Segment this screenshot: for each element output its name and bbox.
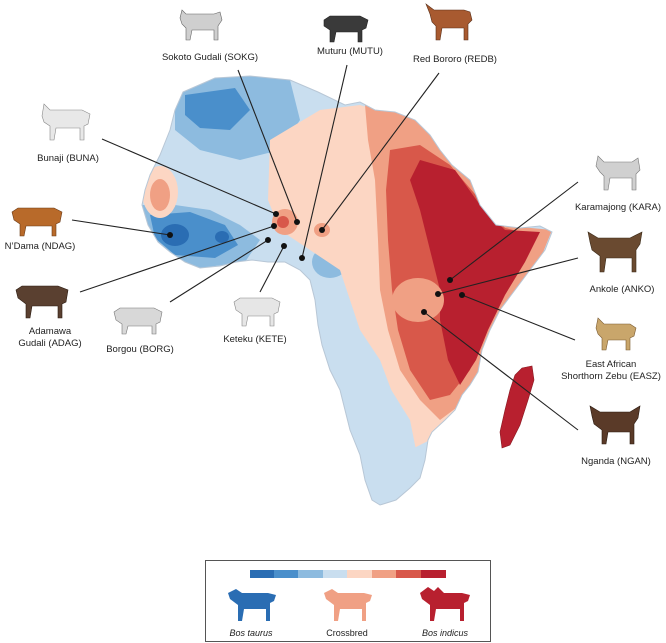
- cow-image-kara: [595, 155, 641, 191]
- crossbred-zone-nigeria-core: [277, 216, 289, 228]
- cow-image-buna: [41, 103, 91, 141]
- breed-label-easz: East African Shorthorn Zebu (EASZ): [556, 359, 666, 383]
- breed-label-buna: Bunaji (BUNA): [37, 153, 99, 164]
- africa-continent: [141, 75, 553, 506]
- breed-label-easz-line1: East African: [585, 359, 637, 370]
- legend-swatch-3: [323, 570, 347, 578]
- sample-point-mutu: [299, 255, 305, 261]
- sample-point-anko: [435, 291, 441, 297]
- legend-bos-indicus-cow-icon: [420, 587, 470, 621]
- leader-line-sokg: [237, 69, 298, 223]
- legend-bos-taurus-cow-icon: [228, 589, 276, 621]
- sample-point-buna: [273, 211, 279, 217]
- taurus-zone-northwest-core: [185, 88, 250, 130]
- sample-point-easz: [459, 292, 465, 298]
- legend-swatch-7: [421, 570, 446, 578]
- sample-point-sokg: [294, 219, 300, 225]
- crossbred-zone-uganda: [392, 278, 444, 322]
- legend-swatch-4: [347, 570, 372, 578]
- breed-label-ngan: Nganda (NGAN): [581, 456, 651, 467]
- legend-swatch-0: [250, 570, 274, 578]
- breed-label-sokg: Sokoto Gudali (SOKG): [161, 52, 259, 63]
- leader-line-ndag: [71, 219, 171, 236]
- legend-color-scale: [250, 561, 446, 581]
- breed-label-kete: Keteku (KETE): [223, 334, 287, 345]
- breed-label-redb: Red Bororo (REDB): [413, 54, 497, 65]
- cattle-pictograms: [11, 3, 643, 445]
- breed-label-borg: Borgou (BORG): [106, 344, 174, 355]
- cow-image-kete: [233, 297, 281, 327]
- leader-lines: [71, 64, 579, 431]
- legend-label-bos-indicus: Bos indicus: [421, 628, 469, 638]
- sample-point-redb: [319, 227, 325, 233]
- breed-label-adag-line2: Gudali (ADAG): [18, 338, 82, 349]
- legend-crossbred-cow-icon: [324, 589, 372, 621]
- leader-line-easz: [461, 294, 576, 341]
- leader-line-kete: [259, 245, 285, 293]
- legend-swatch-5: [372, 570, 396, 578]
- leader-line-anko: [437, 257, 579, 295]
- leader-line-redb: [321, 72, 440, 231]
- taurus-zone-westcoast-mid: [150, 212, 238, 258]
- cow-image-ndag: [11, 207, 63, 237]
- breed-label-easz-line2: Shorthorn Zebu (EASZ): [561, 371, 661, 382]
- cow-image-adag: [15, 285, 69, 319]
- breed-label-ndag: N’Dama (NDAG): [4, 241, 76, 252]
- leader-line-borg: [169, 239, 269, 303]
- crossbred-zone-senegal-core: [150, 179, 170, 211]
- taurus-zone-south: [318, 330, 420, 502]
- breed-label-mutu: Muturu (MUTU): [317, 46, 383, 57]
- leader-line-buna: [101, 138, 277, 215]
- sample-point-ngan: [421, 309, 427, 315]
- leader-line-ngan: [423, 311, 579, 431]
- breed-label-kara: Karamajong (KARA): [574, 202, 662, 213]
- sample-point-borg: [265, 237, 271, 243]
- legend-swatch-2: [298, 570, 323, 578]
- cow-image-borg: [113, 307, 163, 335]
- sample-point-kete: [281, 243, 287, 249]
- breed-label-anko: Ankole (ANKO): [589, 284, 655, 295]
- legend-label-bos-taurus: Bos taurus: [229, 628, 273, 638]
- leader-line-adag: [79, 225, 275, 293]
- cow-image-sokg: [179, 9, 223, 41]
- legend-swatch-6: [396, 570, 421, 578]
- taurus-zone-borgou-core: [215, 231, 229, 243]
- cow-image-anko: [587, 231, 643, 273]
- sample-point-ndag: [167, 232, 173, 238]
- madagascar: [499, 365, 535, 449]
- cow-image-mutu: [323, 15, 369, 43]
- sample-point-adag: [271, 223, 277, 229]
- legend-label-crossbred: Crossbred: [326, 628, 368, 638]
- taurus-zone-ndama-core: [161, 224, 189, 246]
- legend-swatch-1: [274, 570, 298, 578]
- breed-label-adag: Adamawa Gudali (ADAG): [0, 326, 100, 350]
- cow-image-redb: [425, 3, 473, 41]
- breed-label-adag-line1: Adamawa: [28, 326, 72, 337]
- leader-line-mutu: [301, 64, 348, 259]
- leader-line-kara: [449, 181, 579, 281]
- cow-image-easz: [595, 317, 637, 351]
- cow-image-ngan: [589, 405, 641, 445]
- legend: Bos taurus Crossbred Bos indicus: [205, 560, 491, 642]
- sample-points: [167, 211, 465, 315]
- sample-point-kara: [447, 277, 453, 283]
- indicus-zone-east-core: [410, 160, 540, 385]
